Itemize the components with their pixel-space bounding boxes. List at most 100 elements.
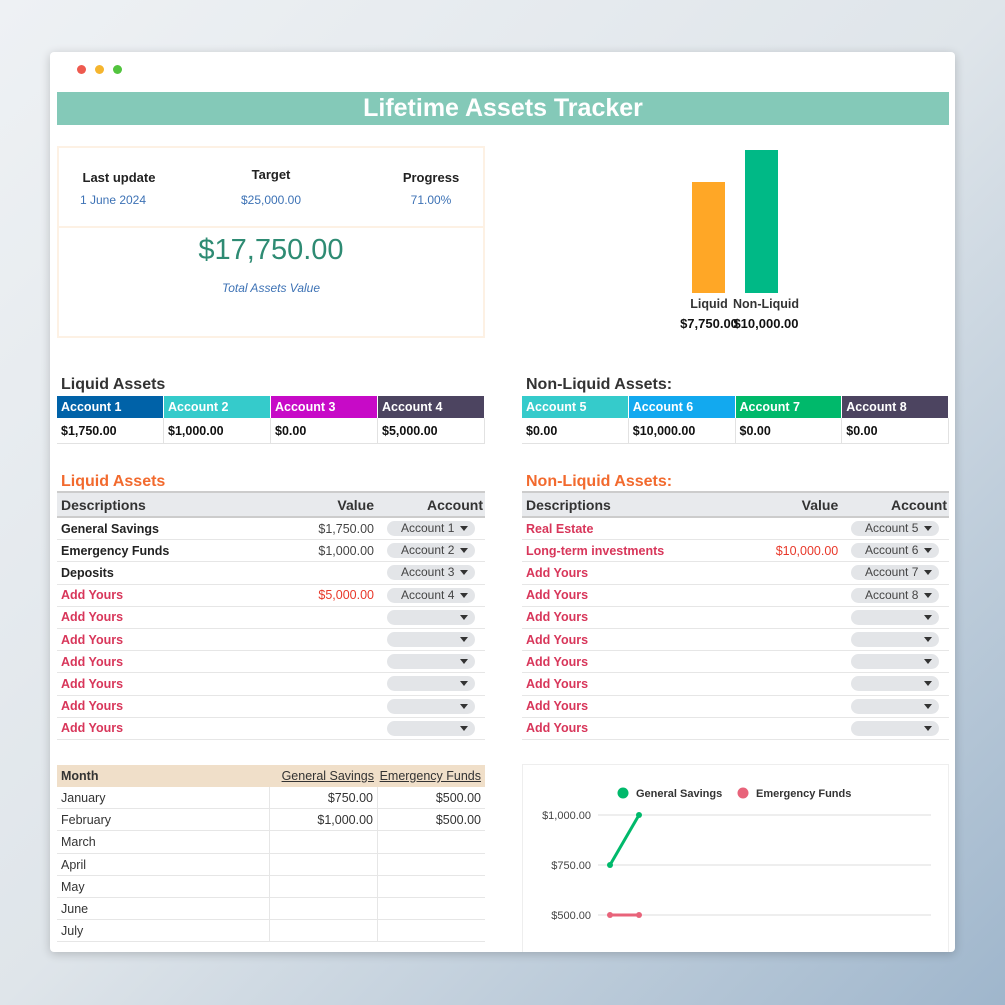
data-point — [636, 912, 642, 918]
month-row: February $1,000.00 $500.00 — [57, 809, 485, 832]
account-dropdown[interactable] — [851, 698, 939, 714]
account-dropdown[interactable] — [387, 654, 475, 670]
row-description[interactable]: Add Yours — [61, 632, 124, 647]
last-update-value: 1 June 2024 — [79, 193, 147, 207]
y-tick-label: $500.00 — [551, 910, 591, 922]
liquid-accounts-summary: Account 1 Account 2 Account 3 Account 4 $1,7… — [57, 396, 485, 444]
bar-liquid — [692, 182, 725, 293]
row-description[interactable]: Add Yours — [526, 721, 589, 736]
general-savings-value[interactable]: $750.00 — [270, 787, 378, 809]
account-cell: Account 8 — [842, 587, 949, 603]
minimize-window-button[interactable] — [95, 65, 104, 74]
account-dropdown[interactable] — [387, 676, 475, 692]
account-cell — [842, 632, 949, 648]
row-description[interactable]: Add Yours — [61, 721, 124, 736]
table-row: Real Estate Account 5 — [522, 518, 949, 541]
row-description[interactable]: General Savings — [61, 521, 159, 536]
emergency-funds-value[interactable] — [378, 876, 485, 897]
account-dropdown[interactable]: Account 1 — [387, 521, 475, 537]
account-cell: Account 4 — [378, 587, 485, 603]
account-dropdown[interactable]: Account 2 — [387, 543, 475, 559]
month-name[interactable]: June — [57, 897, 270, 920]
table-header: Descriptions Value Account — [57, 491, 485, 518]
row-value[interactable]: $1,000.00 — [318, 543, 374, 558]
row-description[interactable]: Deposits — [61, 565, 114, 580]
month-name[interactable]: March — [57, 831, 270, 853]
account-dropdown[interactable] — [387, 720, 475, 736]
bar-value-label: $7,750.00 — [680, 316, 738, 331]
account-dropdown[interactable] — [387, 698, 475, 714]
row-description[interactable]: Emergency Funds — [61, 543, 170, 558]
row-description[interactable]: Add Yours — [526, 699, 589, 714]
month-row: March — [57, 831, 485, 854]
row-description[interactable]: Real Estate — [526, 521, 594, 536]
row-description[interactable]: Add Yours — [61, 676, 124, 691]
header-account: Account — [427, 496, 483, 513]
month-name[interactable]: May — [57, 875, 270, 897]
account-dropdown[interactable]: Account 5 — [851, 521, 939, 537]
maximize-window-button[interactable] — [113, 65, 122, 74]
month-name[interactable]: April — [57, 853, 270, 875]
emergency-funds-value[interactable] — [378, 854, 485, 875]
account-dropdown[interactable]: Account 6 — [851, 543, 939, 559]
row-description[interactable]: Add Yours — [61, 588, 124, 603]
general-savings-value[interactable] — [270, 920, 378, 942]
emergency-funds-value[interactable] — [378, 898, 485, 919]
account-dropdown[interactable] — [851, 654, 939, 670]
account-value: $1,000.00 — [164, 418, 271, 444]
row-description[interactable]: Add Yours — [526, 610, 589, 625]
general-savings-value[interactable] — [270, 897, 378, 920]
summary-card: Last update 1 June 2024 Target $25,000.0… — [57, 146, 485, 338]
account-dropdown[interactable]: Account 4 — [387, 587, 475, 603]
account-dropdown[interactable] — [387, 609, 475, 625]
row-description[interactable]: Add Yours — [526, 632, 589, 647]
row-description[interactable]: Add Yours — [526, 565, 589, 580]
table-row: Add Yours Account 7 — [522, 562, 949, 585]
account-dropdown[interactable]: Account 7 — [851, 565, 939, 581]
general-savings-value[interactable] — [270, 875, 378, 897]
table-row: Long-term investments $10,000.00 Account 6 — [522, 540, 949, 563]
month-name[interactable]: July — [57, 920, 270, 942]
general-savings-value[interactable]: $1,000.00 — [270, 809, 378, 831]
general-savings-value[interactable] — [270, 831, 378, 853]
bar-value-label: $10,000.00 — [733, 316, 799, 331]
general-savings-value[interactable] — [270, 853, 378, 875]
row-description[interactable]: Add Yours — [61, 654, 124, 669]
row-description[interactable]: Add Yours — [61, 699, 124, 714]
row-description[interactable]: Add Yours — [526, 588, 589, 603]
emergency-funds-value[interactable]: $500.00 — [435, 813, 481, 828]
month-name[interactable]: February — [57, 809, 270, 831]
row-description[interactable]: Long-term investments — [526, 543, 665, 558]
account-dropdown[interactable] — [851, 609, 939, 625]
nonliquid-assets-table: Descriptions Value Account Real Estate Accou… — [522, 491, 949, 740]
bar-non-liquid — [745, 150, 778, 293]
emergency-funds-value[interactable]: $500.00 — [435, 791, 481, 805]
account-dropdown[interactable] — [851, 720, 939, 736]
account-header: Account 4 — [378, 396, 485, 418]
series-line — [608, 814, 641, 866]
page-title: Lifetime Assets Tracker — [57, 92, 949, 125]
account-dropdown[interactable]: Account 3 — [387, 565, 475, 581]
emergency-funds-value[interactable] — [378, 920, 485, 941]
account-dropdown[interactable] — [851, 632, 939, 648]
account-value: $5,000.00 — [378, 418, 485, 444]
bar-category-label: Liquid — [690, 297, 728, 311]
account-dropdown[interactable]: Account 8 — [851, 587, 939, 603]
header-general-savings[interactable]: General Savings — [281, 769, 374, 783]
close-window-button[interactable] — [77, 65, 86, 74]
header-emergency-funds[interactable]: Emergency Funds — [379, 769, 481, 783]
account-dropdown[interactable] — [387, 632, 475, 648]
row-value[interactable]: $10,000.00 — [775, 543, 839, 558]
row-value[interactable]: $5,000.00 — [318, 588, 374, 603]
month-row: January $750.00 $500.00 — [57, 787, 485, 810]
emergency-funds-value[interactable] — [378, 831, 485, 852]
month-name[interactable]: January — [57, 787, 270, 809]
row-value[interactable]: $1,750.00 — [318, 521, 374, 536]
table-row: Add Yours — [522, 673, 949, 696]
account-dropdown[interactable] — [851, 676, 939, 692]
row-description[interactable]: Add Yours — [61, 610, 124, 625]
row-description[interactable]: Add Yours — [526, 654, 589, 669]
row-description[interactable]: Add Yours — [526, 676, 589, 691]
account-cell — [378, 609, 485, 625]
monthly-line-chart: $1,000.00 $750.00 $500.00 General Savings Em… — [542, 787, 931, 922]
